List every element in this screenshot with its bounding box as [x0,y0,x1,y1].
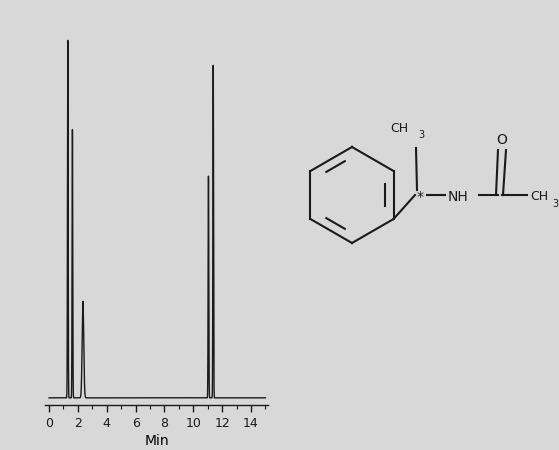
Text: 3: 3 [552,199,558,209]
Text: *: * [416,190,424,204]
Text: CH: CH [390,122,408,135]
Text: 3: 3 [418,130,424,140]
Text: NH: NH [448,190,469,204]
Text: CH: CH [530,190,548,203]
Text: O: O [496,133,508,147]
X-axis label: Min: Min [144,434,169,448]
